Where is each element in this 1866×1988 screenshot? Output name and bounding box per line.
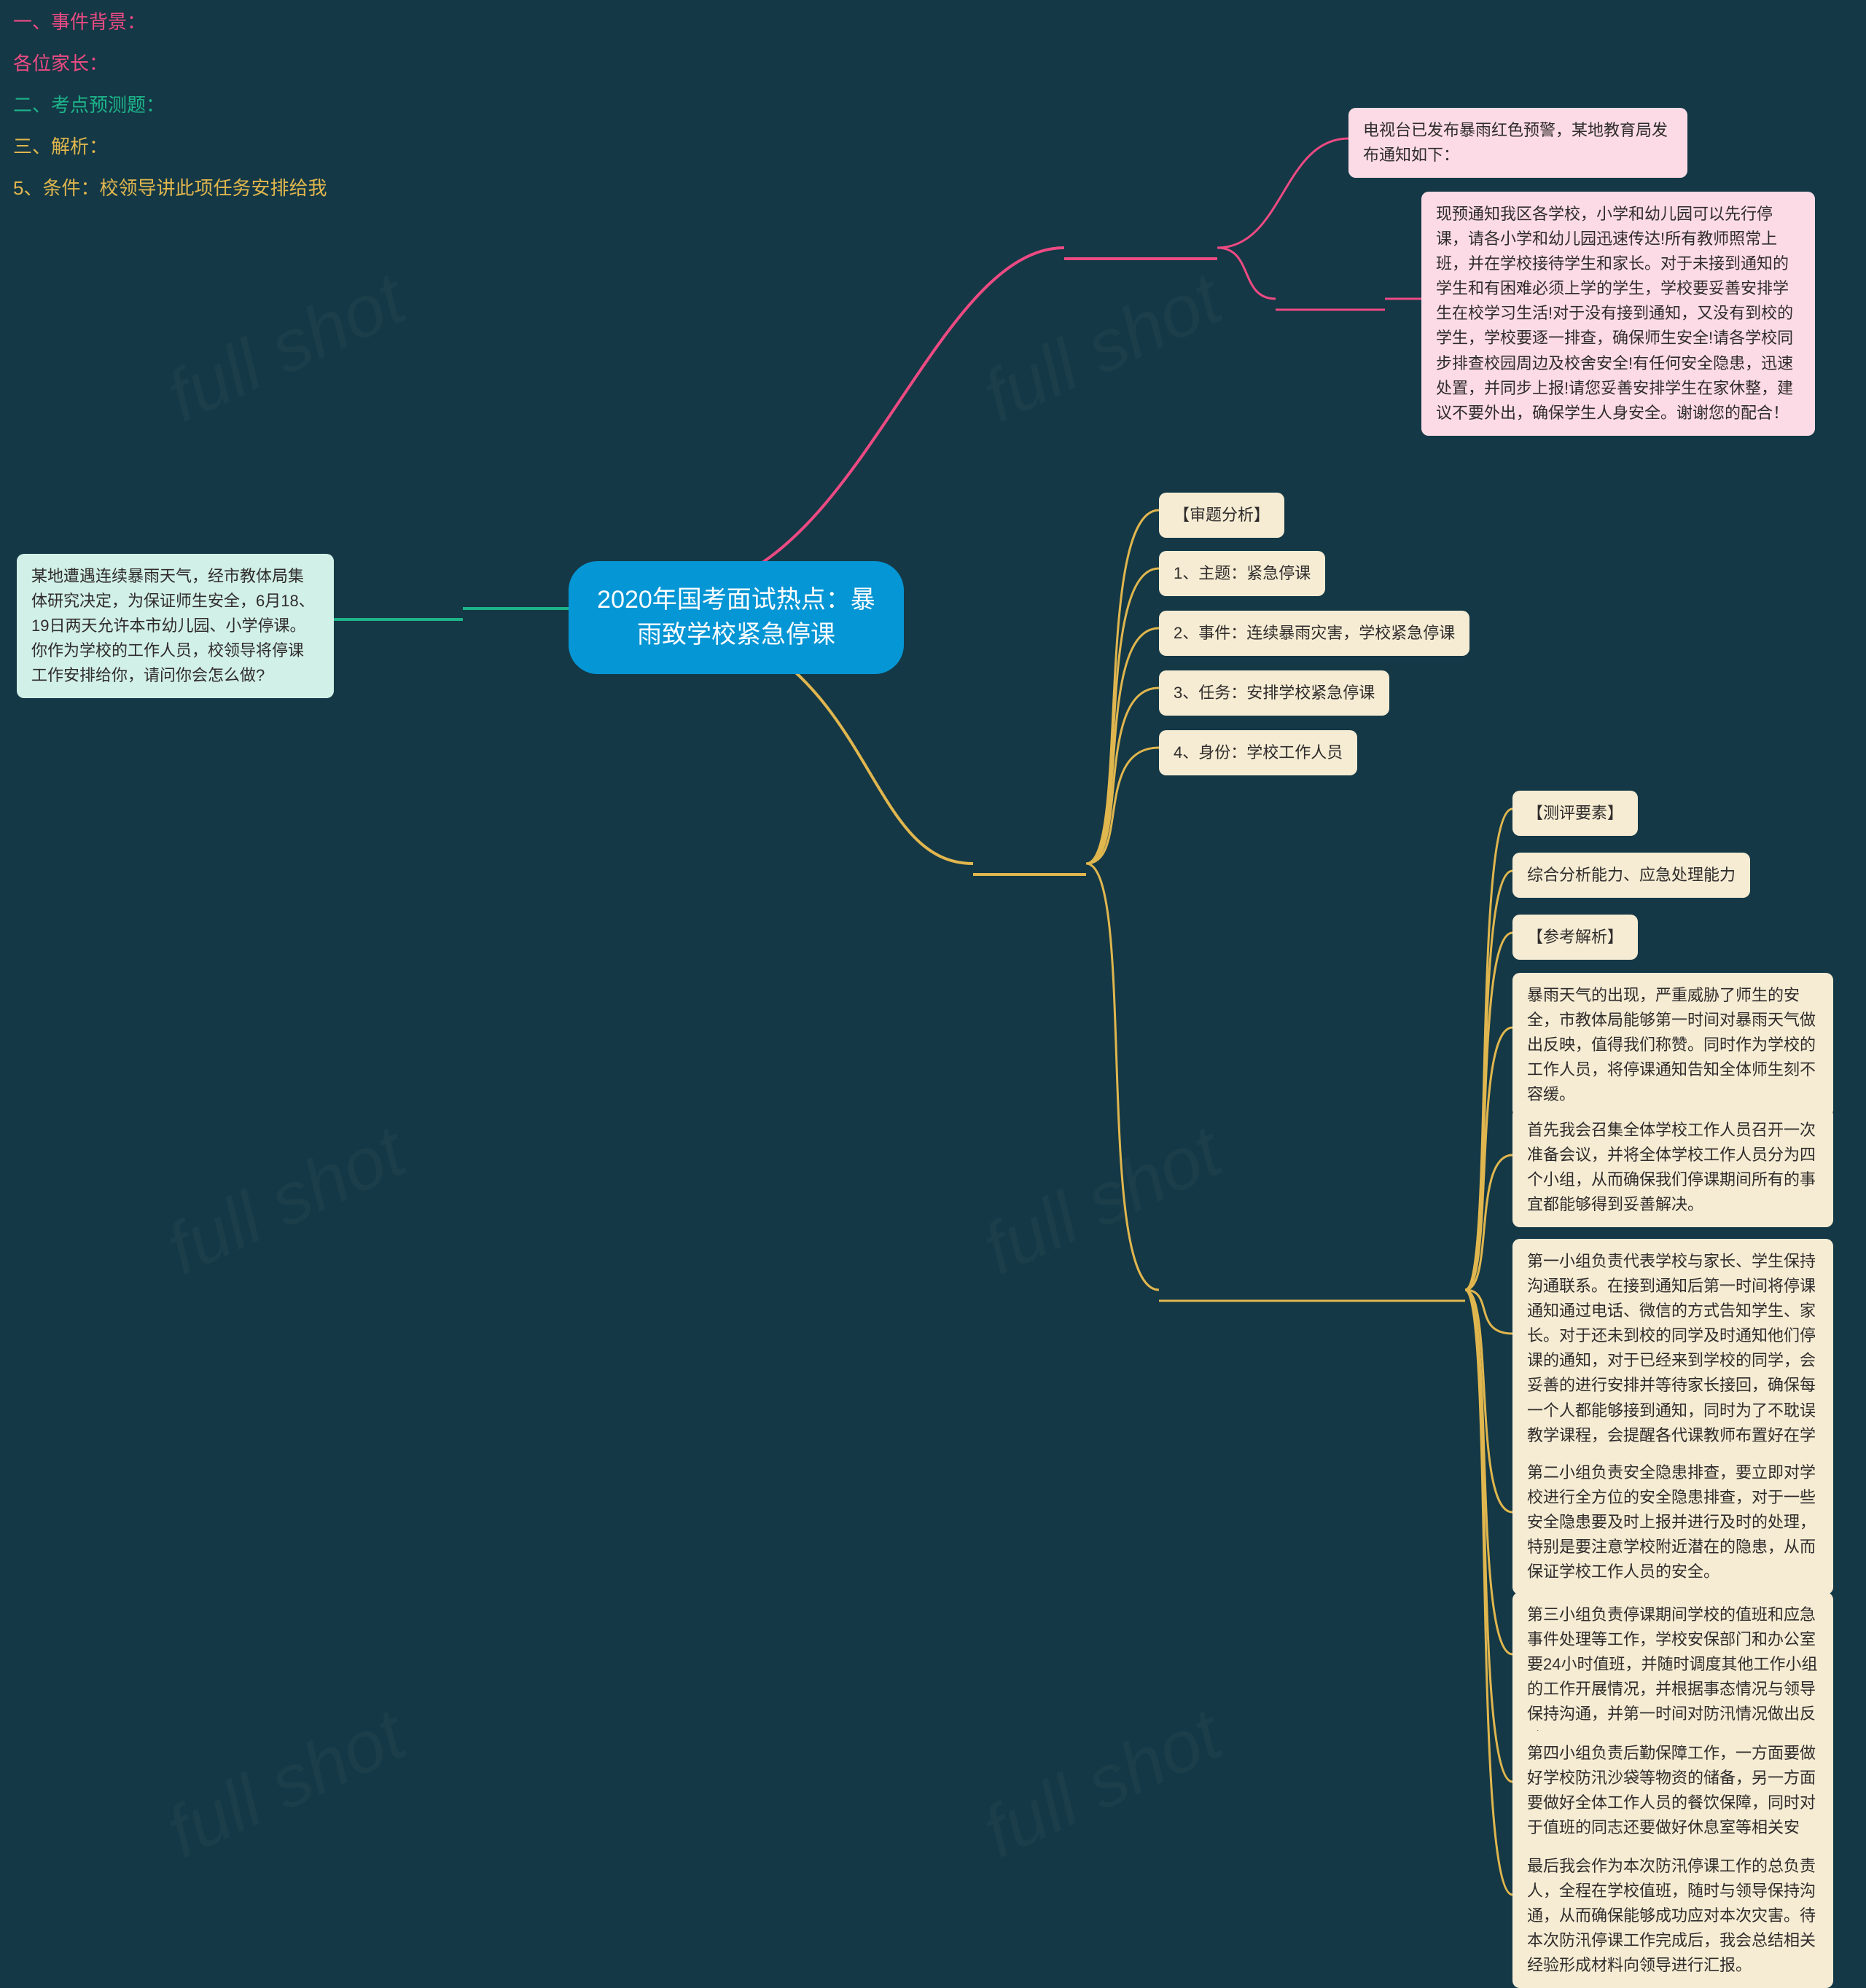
branch2-leaf1[interactable]: 某地遭遇连续暴雨天气，经市教体局集体研究决定，为保证师生安全，6月18、19日两…	[17, 554, 334, 698]
branch3-b2[interactable]: 综合分析能力、应急处理能力	[1512, 853, 1750, 898]
watermark: full shot	[971, 1693, 1234, 1875]
branch3-a4[interactable]: 3、任务：安排学校紧急停课	[1159, 670, 1389, 716]
branch3-b4[interactable]: 暴雨天气的出现，严重威胁了师生的安全，市教体局能够第一时间对暴雨天气做出反映，值…	[1512, 973, 1833, 1117]
watermark: full shot	[971, 257, 1234, 439]
watermark: full shot	[155, 1110, 418, 1292]
center-line1: 2020年国考面试热点：暴	[597, 586, 875, 614]
branch3-a3[interactable]: 2、事件：连续暴雨灾害，学校紧急停课	[1159, 611, 1469, 656]
branch3-a5[interactable]: 4、身份：学校工作人员	[1159, 730, 1357, 775]
branch3-a2[interactable]: 1、主题：紧急停课	[1159, 551, 1325, 596]
branch3-b10[interactable]: 最后我会作为本次防汛停课工作的总负责人，全程在学校值班，随时与领导保持沟通，从而…	[1512, 1844, 1833, 1988]
branch3-b1[interactable]: 【测评要素】	[1512, 791, 1638, 836]
watermark: full shot	[155, 1693, 418, 1875]
watermark: full shot	[971, 1110, 1234, 1292]
branch3-b7[interactable]: 第二小组负责安全隐患排查，要立即对学校进行全方位的安全隐患排查，对于一些安全隐患…	[1512, 1450, 1833, 1594]
branch1-label[interactable]: 一、事件背景：	[0, 0, 1866, 42]
branch1-leaf1[interactable]: 电视台已发布暴雨红色预警，某地教育局发布通知如下：	[1348, 108, 1687, 178]
branch3-b3[interactable]: 【参考解析】	[1512, 915, 1638, 960]
branch3-b5[interactable]: 首先我会召集全体学校工作人员召开一次准备会议，并将全体学校工作人员分为四个小组，…	[1512, 1108, 1833, 1227]
watermark: full shot	[155, 257, 418, 439]
branch3-b6[interactable]: 第一小组负责代表学校与家长、学生保持沟通联系。在接到通知后第一时间将停课通知通过…	[1512, 1239, 1833, 1483]
branch1-leaf2[interactable]: 现预通知我区各学校，小学和幼儿园可以先行停课，请各小学和幼儿园迅速传达!所有教师…	[1421, 192, 1815, 436]
branch1-sublabel[interactable]: 各位家长：	[0, 42, 1866, 83]
branch3-a1[interactable]: 【审题分析】	[1159, 493, 1284, 538]
center-line2: 雨致学校紧急停课	[637, 621, 835, 649]
center-topic[interactable]: 2020年国考面试热点：暴 雨致学校紧急停课	[569, 561, 904, 674]
